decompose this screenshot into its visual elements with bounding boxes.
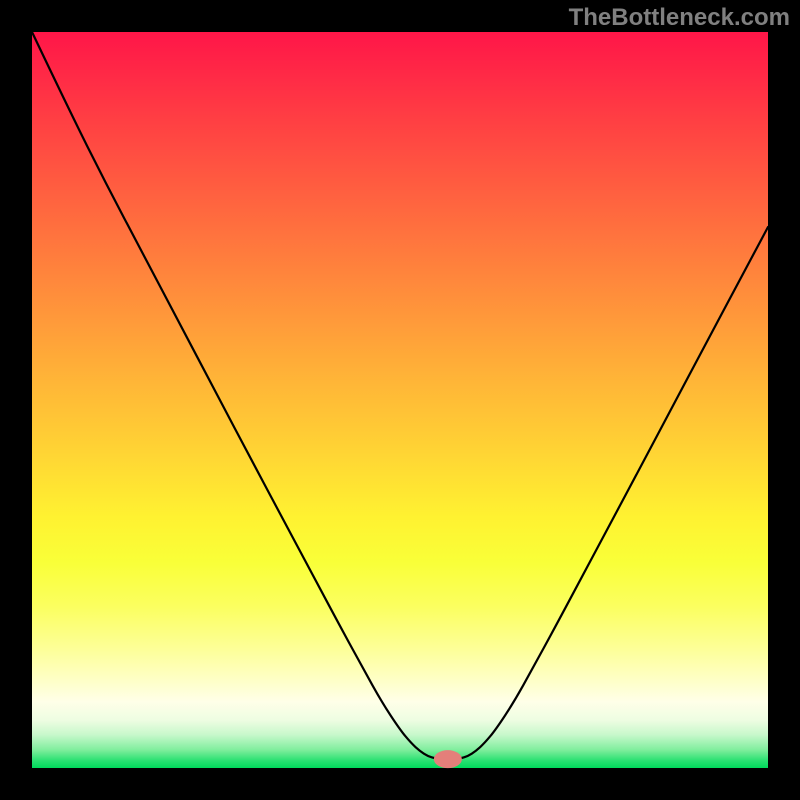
optimal-marker (434, 750, 462, 768)
chart-canvas (0, 0, 800, 800)
watermark-text: TheBottleneck.com (569, 4, 790, 32)
plot-background (32, 32, 768, 768)
bottleneck-chart: TheBottleneck.com (0, 0, 800, 800)
